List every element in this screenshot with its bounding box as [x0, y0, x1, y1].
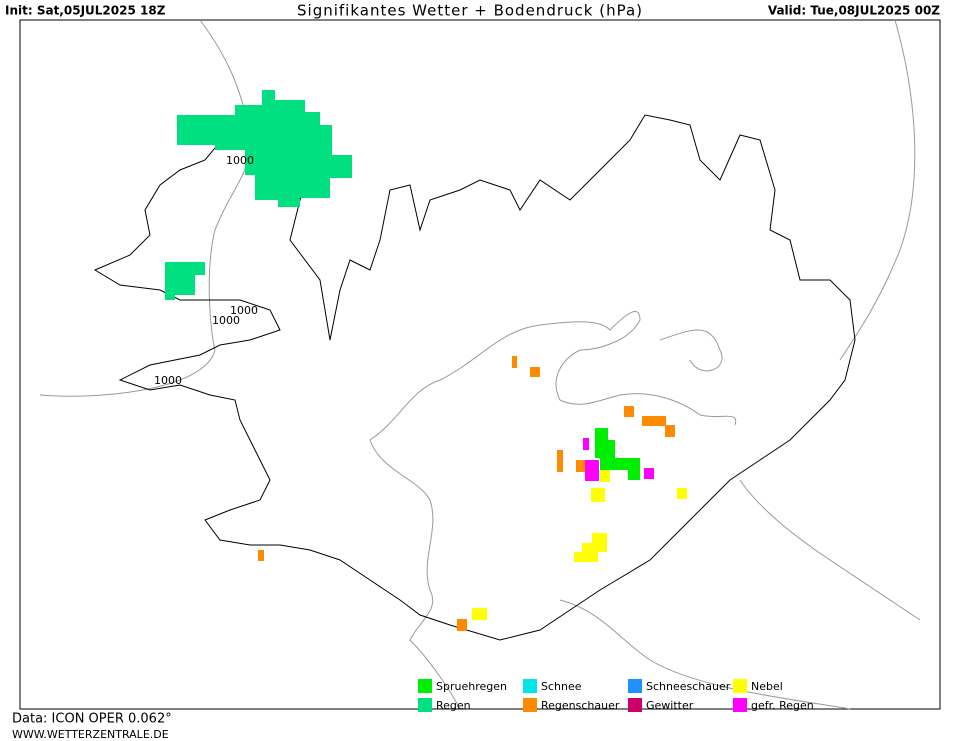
- legend-swatch: [418, 698, 432, 712]
- website: WWW.WETTERZENTRALE.DE: [12, 728, 169, 741]
- legend-label: Nebel: [751, 680, 783, 693]
- coastline: [93, 109, 856, 641]
- legend-label: Schneeschauer: [646, 680, 731, 693]
- isobar-label: 1000: [230, 304, 258, 317]
- data-source: Data: ICON OPER 0.062°: [12, 712, 172, 727]
- init-time: Init: Sat,05JUL2025 18Z: [5, 4, 166, 18]
- legend-swatch: [628, 679, 642, 693]
- weather-areas: [165, 90, 687, 631]
- legend-swatch: [523, 679, 537, 693]
- legend-label: Schnee: [541, 680, 582, 693]
- valid-time: Valid: Tue,08JUL2025 00Z: [768, 4, 940, 18]
- map-frame: [19, 19, 941, 710]
- legend-swatch: [628, 698, 642, 712]
- legend-swatch: [418, 679, 432, 693]
- isobar-label: 1000: [154, 374, 182, 387]
- legend-label: gefr. Regen: [751, 699, 814, 712]
- legend-label: Regenschauer: [541, 699, 620, 712]
- legend-swatch: [523, 698, 537, 712]
- legend: Spruehregen Schnee Schneeschauer Nebel Regen…: [418, 679, 814, 712]
- map-title: Signifikantes Wetter + Bodendruck (hPa): [297, 2, 643, 20]
- legend-swatch: [733, 698, 747, 712]
- legend-label: Spruehregen: [436, 680, 507, 693]
- isobars: [39, 19, 921, 710]
- isobar-label: 1000: [226, 154, 254, 167]
- isobar-label: 1000: [212, 314, 240, 327]
- legend-label: Regen: [436, 699, 471, 712]
- legend-swatch: [733, 679, 747, 693]
- legend-label: Gewitter: [646, 699, 694, 712]
